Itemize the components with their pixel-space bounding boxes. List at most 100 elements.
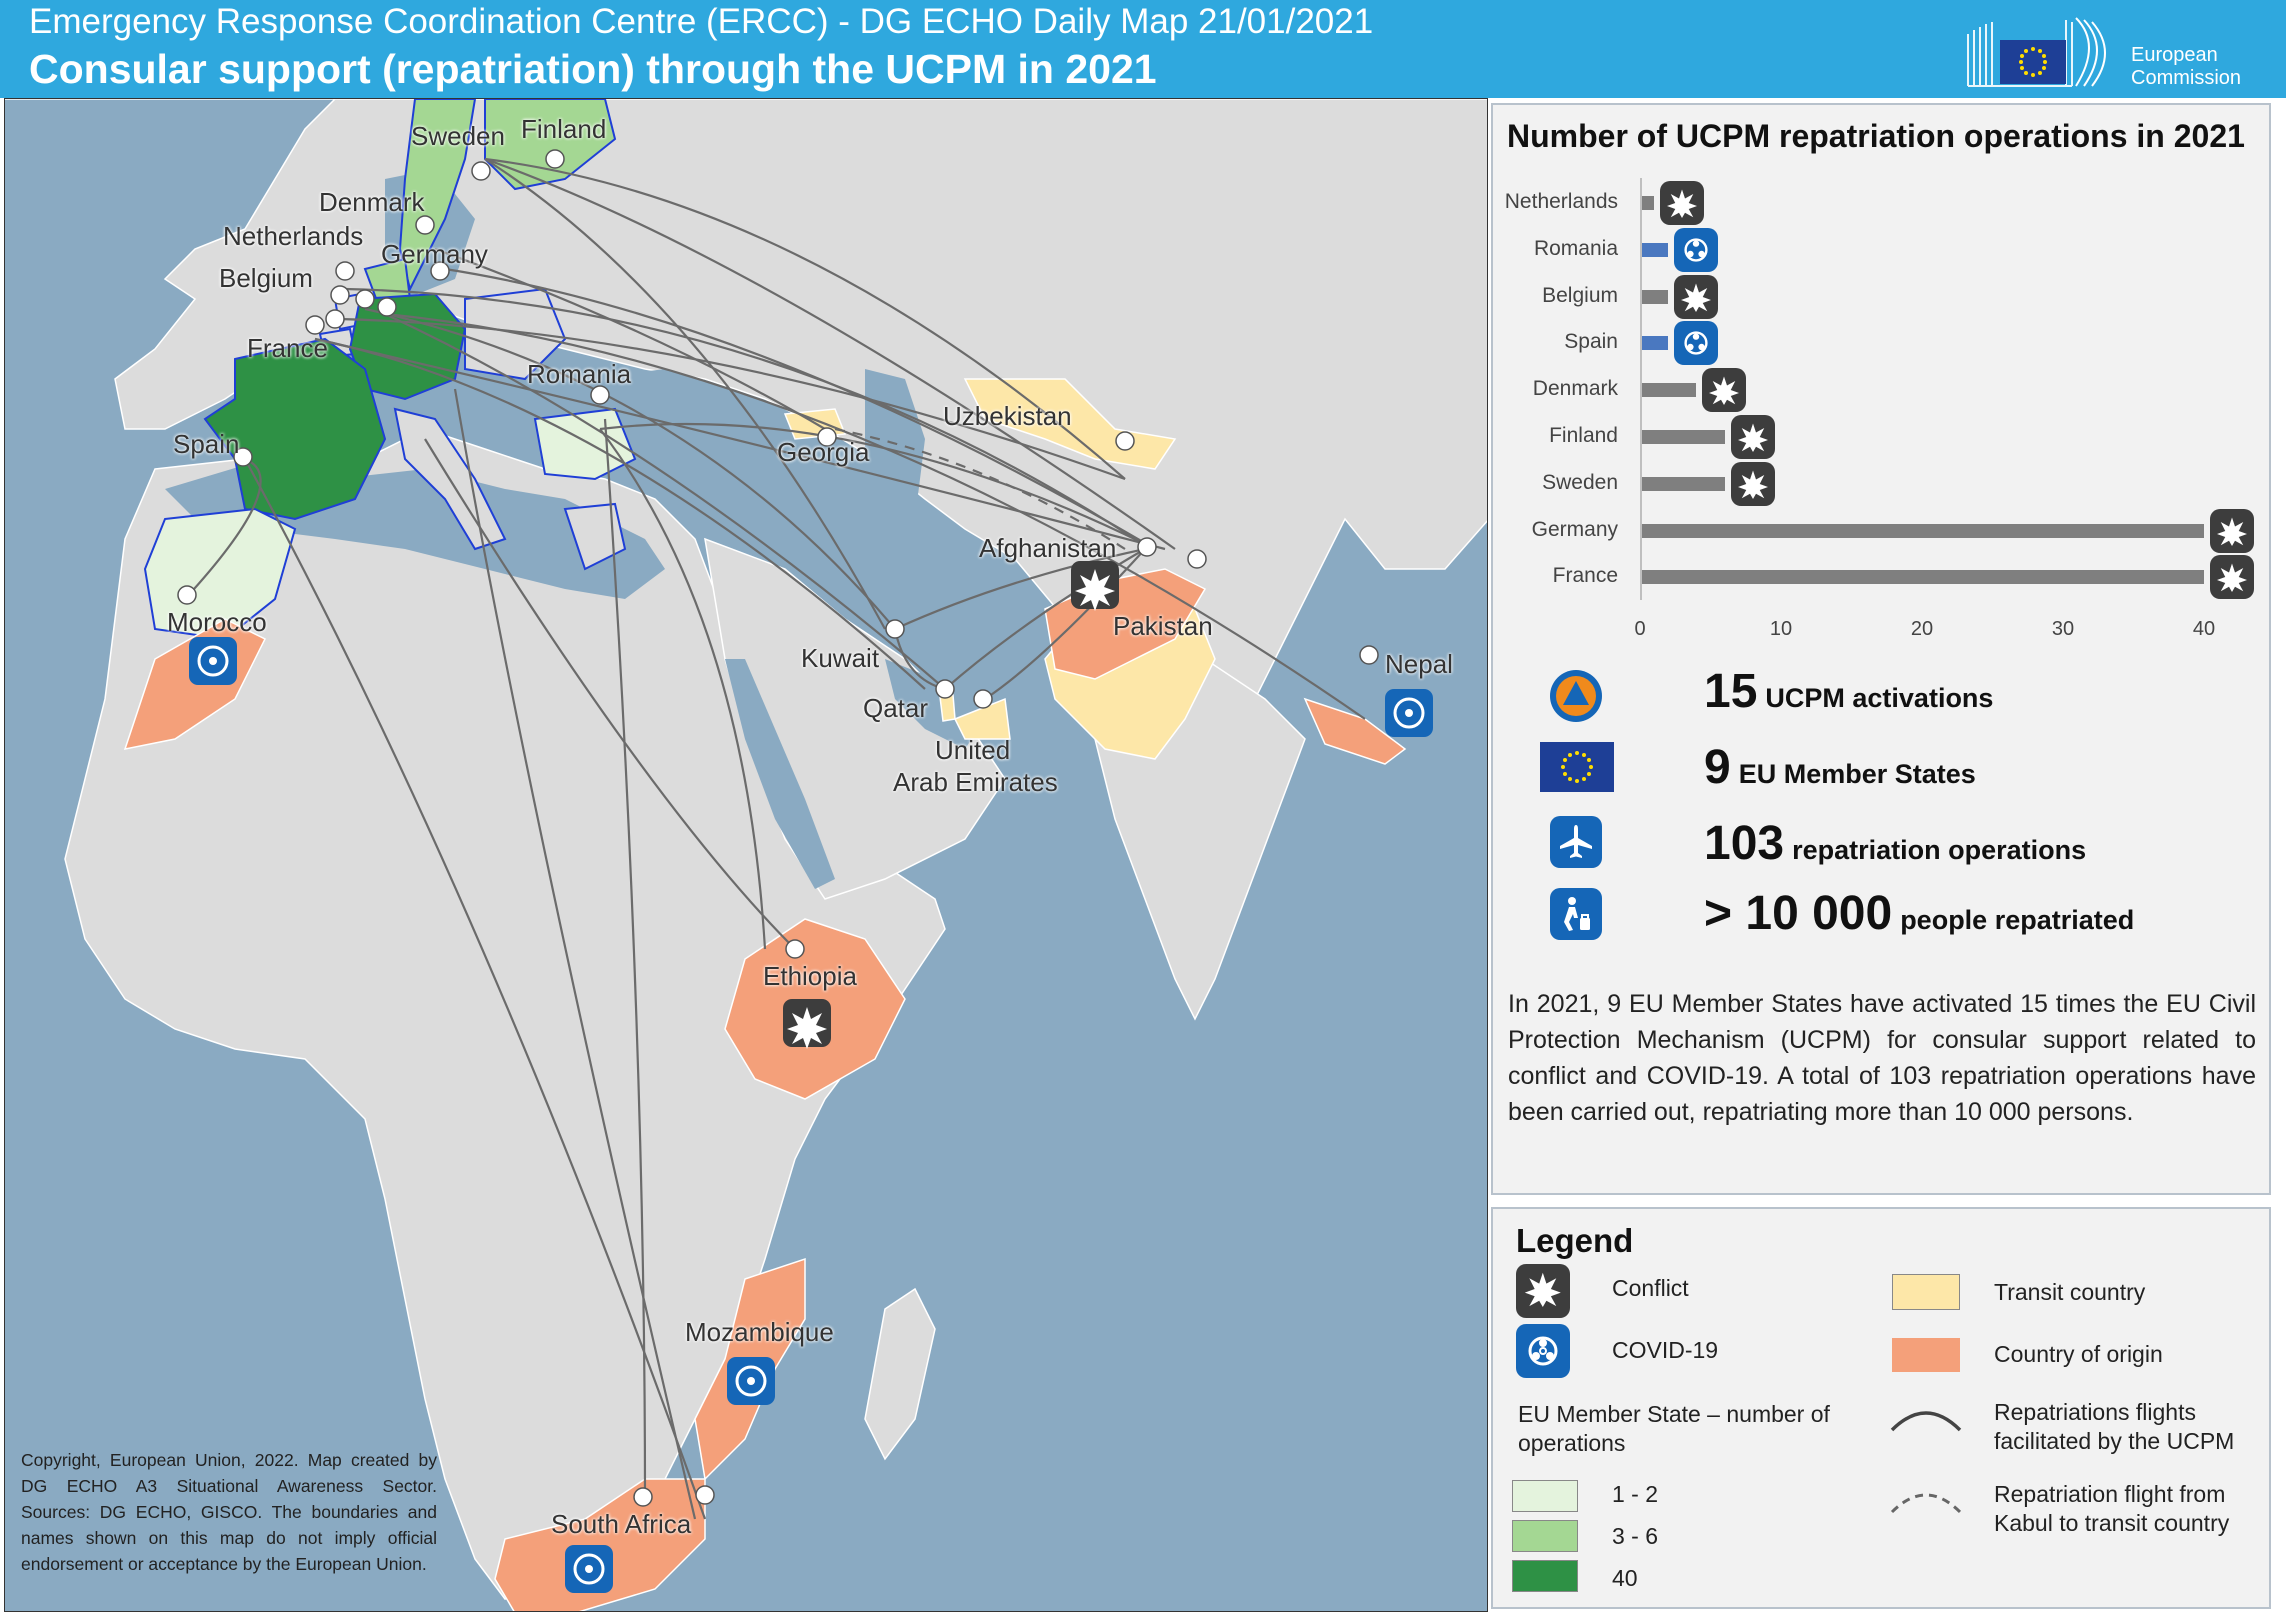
airplane-icon [1550,816,1602,868]
flight-arc [384,313,946,690]
legend-title: Legend [1516,1222,1634,1259]
legend-origin-label: Country of origin [1994,1341,2163,1367]
flight-arc [484,157,1126,480]
ec-logo-lines-icon [1967,20,2073,87]
legend-member-state-line1: EU Member State – number of [1518,1401,1830,1427]
swatch-origin [1892,1338,1960,1372]
label-germany: Germany [381,239,488,269]
france-region [203,337,387,521]
label-netherlands: Netherlands [223,221,364,251]
header-bar: Emergency Response Coordination Centre (… [0,0,2286,98]
flight-arc [453,388,697,1520]
stat-operations-number: 103 [1704,817,1785,870]
conflict-icon [1660,181,1705,225]
map-subtitle: Emergency Response Coordination Centre (… [29,2,1374,41]
map-covid-icon-nepal [1385,689,1433,737]
label-georgia: Georgia [777,437,870,467]
label-finland: Finland [521,114,607,144]
conflict-icon [2210,555,2254,600]
map-conflict-icon-ethiopia [783,999,831,1049]
civil-protection-icon [1548,668,1604,724]
x-tick-label: 10 [1769,618,1793,640]
flight-arc-legend-icon [1890,1411,1962,1432]
flight-arc [339,317,1126,481]
legend-transit-label: Transit country [1994,1279,2146,1305]
label-pakistan: Pakistan [1113,611,1213,641]
conflict-icon [1730,415,1775,459]
stat-activations-number: 15 [1704,665,1758,718]
label-ethiopia: Ethiopia [763,961,857,991]
stat-member-states-label: EU Member States [1738,759,1976,789]
summary-paragraph: In 2021, 9 EU Member States have activat… [1508,990,2256,1126]
copyright-note: Copyright, European Union, 2022. Map cre… [21,1450,437,1574]
swatch-3-6 [1512,1520,1578,1552]
label-uzbekistan: Uzbekistan [943,401,1072,431]
conflict-icon [1674,274,1719,319]
legend-kabul-line2: Kabul to transit country [1994,1510,2230,1536]
stat-member-states-number: 9 [1704,741,1731,794]
stat-operations: 103 repatriation operations [1704,816,2086,871]
romania-region [533,407,637,481]
flight-arc [244,458,707,1520]
conflict-icon [1516,1264,1570,1318]
bar-spain [1640,336,1669,351]
greece-region [563,502,627,571]
x-tick-label: 40 [2192,618,2216,640]
person-travelling-icon [1550,888,1602,940]
chart-title: Number of UCPM repatriation operations i… [1507,118,2245,154]
bar-category-label: Netherlands [1504,190,1618,213]
swatch-1-2 [1512,1480,1578,1512]
label-belgium: Belgium [219,263,313,293]
bar-category-label: Sweden [1542,470,1618,494]
flight-arc [384,312,1366,720]
flight-arc [314,337,926,690]
flight-arc [599,428,767,950]
legend-covid-label: COVID-19 [1612,1337,1719,1363]
flight-arc [603,418,647,1500]
flight-arc [984,548,1146,700]
label-spain: Spain [173,429,240,459]
bar-romania [1640,242,1669,257]
qatar-region [939,694,956,722]
map-area[interactable]: Sweden Finland Denmark Netherlands Germa… [4,98,1488,1612]
stat-member-states: 9 EU Member States [1704,740,1976,795]
stat-activations: 15 UCPM activations [1704,664,1993,719]
flight-arc [434,247,826,430]
eu-flag-icon [2000,40,2066,84]
label-sweden: Sweden [411,121,505,151]
swatch-40 [1512,1560,1578,1592]
map-conflict-icon-afghanistan [1071,561,1119,611]
flight-arc [424,438,796,950]
legend-flights-line2: facilitated by the UCPM [1994,1428,2235,1454]
flight-arc [314,337,1166,551]
map-covid-icon-south-africa [565,1545,613,1593]
madagascar-land [864,1287,936,1461]
chart-axis-line [1640,178,1642,600]
bar-category-label: Denmark [1532,377,1618,401]
swatch-transit [1892,1274,1960,1310]
label-mozambique: Mozambique [685,1317,834,1347]
stat-operations-label: repatriation operations [1792,835,2087,865]
bar-category-label: France [1552,564,1618,588]
kabul-dashed-arc-legend-icon [1890,1493,1962,1514]
label-nepal: Nepal [1385,649,1453,679]
legend-range-2: 3 - 6 [1612,1523,1659,1549]
map-covid-icon-morocco [189,637,237,685]
flight-arc [184,457,262,600]
label-romania: Romania [527,359,632,389]
bar-category-label: Germany [1531,517,1618,541]
stat-people: > 10 000 people repatriated [1704,886,2134,941]
label-afghanistan: Afghanistan [979,533,1117,563]
eu-flag-icon [1540,742,1614,792]
x-tick-label: 30 [2051,618,2075,640]
ec-logo-arc-icon [2075,17,2106,87]
kabul-transit-dashed-arc [834,427,1126,550]
x-tick-label: 20 [1910,618,1934,640]
label-uae-line1: United [935,735,1011,765]
map-title: Consular support (repatriation) through … [29,46,1157,92]
bar-france [1640,570,2204,585]
flight-arc [599,422,1156,550]
legend-range-1: 1 - 2 [1612,1481,1659,1507]
flight-arc [894,547,1146,631]
